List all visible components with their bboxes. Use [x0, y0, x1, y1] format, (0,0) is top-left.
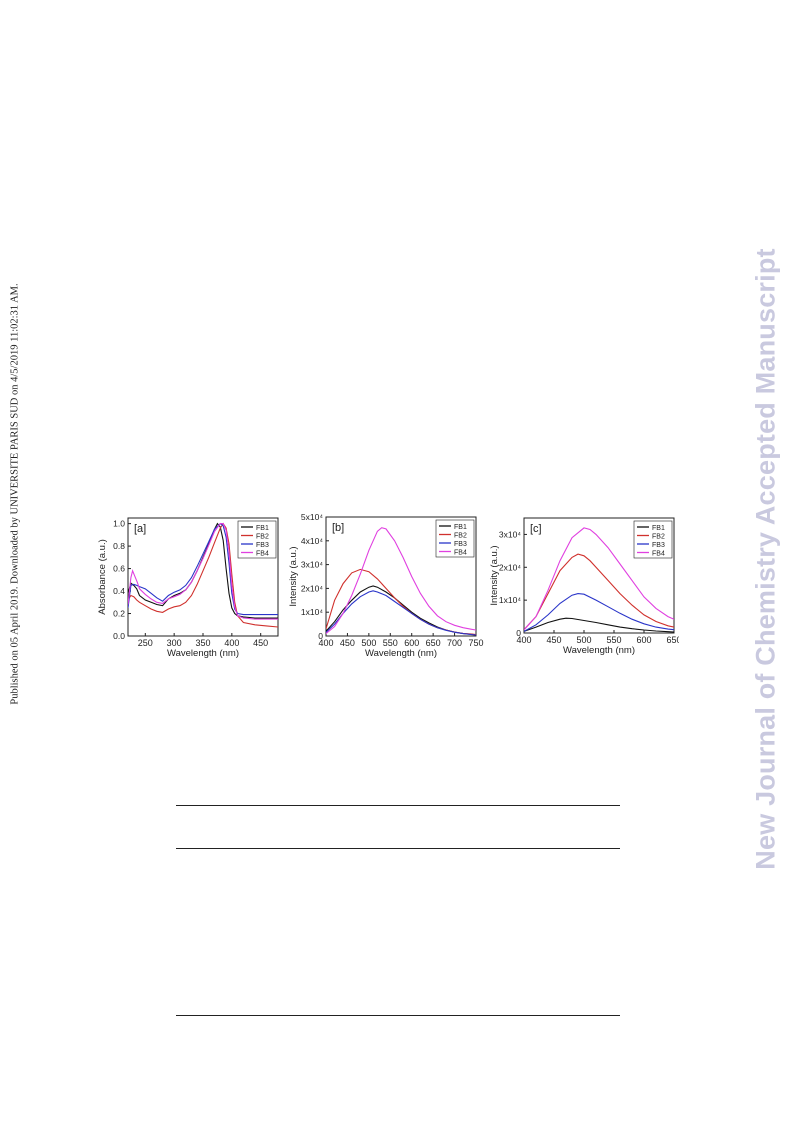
- legend-entry: FB4: [256, 551, 269, 558]
- y-tick-label: 3x10⁴: [499, 529, 521, 539]
- journal-watermark: New Journal of Chemistry Accepted Manusc…: [750, 248, 781, 870]
- x-axis-label: Wavelength (nm): [167, 648, 239, 659]
- x-tick-label: 500: [361, 638, 376, 648]
- y-tick-label: 1.0: [113, 519, 125, 529]
- x-axis-label: Wavelength (nm): [365, 648, 437, 659]
- figure-panel-a: 250 300 350 400 450 0.0 0.2 0.4 0.6 0.8 1.0 Wavelen…: [96, 510, 284, 675]
- legend-box: [435, 519, 475, 558]
- x-tick-label: 550: [383, 638, 398, 648]
- x-tick-label: 600: [404, 638, 419, 648]
- y-axis-label: Intensity (a.u.): [489, 545, 500, 605]
- x-tick-label: 450: [253, 638, 268, 648]
- figure-panel-c: 400 450 500 550 600 650 0 1x10⁴ 2x10⁴ 3x10⁴ Wavele…: [487, 512, 682, 667]
- y-axis-label: Absorbance (a.u.): [97, 539, 108, 615]
- panel-label: [c]: [530, 523, 542, 535]
- series-line-fb2: [524, 553, 674, 631]
- series-line-fb4: [524, 527, 674, 631]
- publication-note: Published on 05 April 2019. Downloaded b…: [9, 283, 21, 705]
- panel-label: [b]: [332, 522, 344, 534]
- x-tick-label: 400: [516, 635, 531, 645]
- y-tick-label: 0.6: [113, 564, 125, 574]
- x-tick-label: 600: [636, 635, 651, 645]
- figure-panel-b: 400 450 500 550 600 650 700 750 0 1x10⁴ 2x10⁴ 3x10⁴…: [286, 508, 484, 673]
- x-tick-label: 650: [666, 635, 679, 645]
- y-tick-label: 5x10⁴: [301, 512, 323, 522]
- x-tick-label: 500: [576, 635, 591, 645]
- x-tick-label: 450: [546, 635, 561, 645]
- plot-frame: [325, 516, 477, 637]
- table-header-rule: [176, 848, 620, 849]
- y-tick-label: 0: [516, 628, 521, 638]
- absorbance-chart: 250 300 350 400 450 0.0 0.2 0.4 0.6 0.8 1.0 Wavelen…: [97, 517, 279, 659]
- series-line-fb3: [326, 590, 476, 636]
- series-line-fb1: [326, 585, 476, 636]
- legend-entry: FB2: [652, 534, 665, 541]
- x-tick-label: 650: [426, 638, 441, 648]
- legend-entry: FB1: [652, 525, 665, 532]
- series-line-fb2: [128, 522, 278, 628]
- y-tick-label: 4x10⁴: [301, 536, 323, 546]
- y-tick-label: 3x10⁴: [301, 560, 323, 570]
- series-line-fb4: [326, 527, 476, 635]
- legend-entry: FB3: [652, 542, 665, 549]
- series-line-fb1: [524, 617, 674, 633]
- table-bottom-rule: [176, 1015, 620, 1016]
- x-tick-label: 550: [606, 635, 621, 645]
- y-tick-label: 2x10⁴: [499, 562, 521, 572]
- x-tick-label: 700: [447, 638, 462, 648]
- y-tick-label: 0.4: [113, 586, 125, 596]
- x-axis-label: Wavelength (nm): [563, 645, 635, 656]
- legend-entry: FB2: [256, 534, 269, 541]
- y-tick-label: 0.0: [113, 631, 125, 641]
- legend-entry: FB1: [454, 524, 467, 531]
- x-tick-label: 250: [138, 638, 153, 648]
- emission-chart-b: 400 450 500 550 600 650 700 750 0 1x10⁴ 2x10⁴ 3x10⁴…: [288, 512, 484, 659]
- y-tick-label: 1x10⁴: [301, 607, 323, 617]
- x-tick-label: 400: [318, 638, 333, 648]
- plot-frame: [523, 517, 675, 634]
- x-tick-label: 400: [224, 638, 239, 648]
- panel-label: [a]: [134, 523, 146, 535]
- series-line-fb4: [128, 523, 278, 620]
- y-tick-label: 0.2: [113, 609, 125, 619]
- x-tick-label: 300: [167, 638, 182, 648]
- table-top-rule: [176, 805, 620, 806]
- y-tick-label: 1x10⁴: [499, 595, 521, 605]
- y-tick-label: 0: [318, 631, 323, 641]
- left-margin: Published on 05 April 2019. Downloaded b…: [0, 0, 30, 1121]
- emission-chart-c: 400 450 500 550 600 650 0 1x10⁴ 2x10⁴ 3x10⁴ Wavele…: [489, 517, 682, 656]
- legend-entry: FB3: [256, 542, 269, 549]
- y-tick-label: 0.8: [113, 541, 125, 551]
- legend-entry: FB2: [454, 533, 467, 540]
- x-tick-label: 450: [340, 638, 355, 648]
- y-tick-label: 2x10⁴: [301, 583, 323, 593]
- y-axis-label: Intensity (a.u.): [288, 546, 299, 606]
- series-line-fb3: [524, 593, 674, 632]
- legend-entry: FB1: [256, 525, 269, 532]
- x-tick-label: 750: [468, 638, 483, 648]
- x-tick-label: 350: [195, 638, 210, 648]
- legend-entry: FB4: [652, 551, 665, 558]
- legend-entry: FB4: [454, 550, 467, 557]
- legend-entry: FB3: [454, 541, 467, 548]
